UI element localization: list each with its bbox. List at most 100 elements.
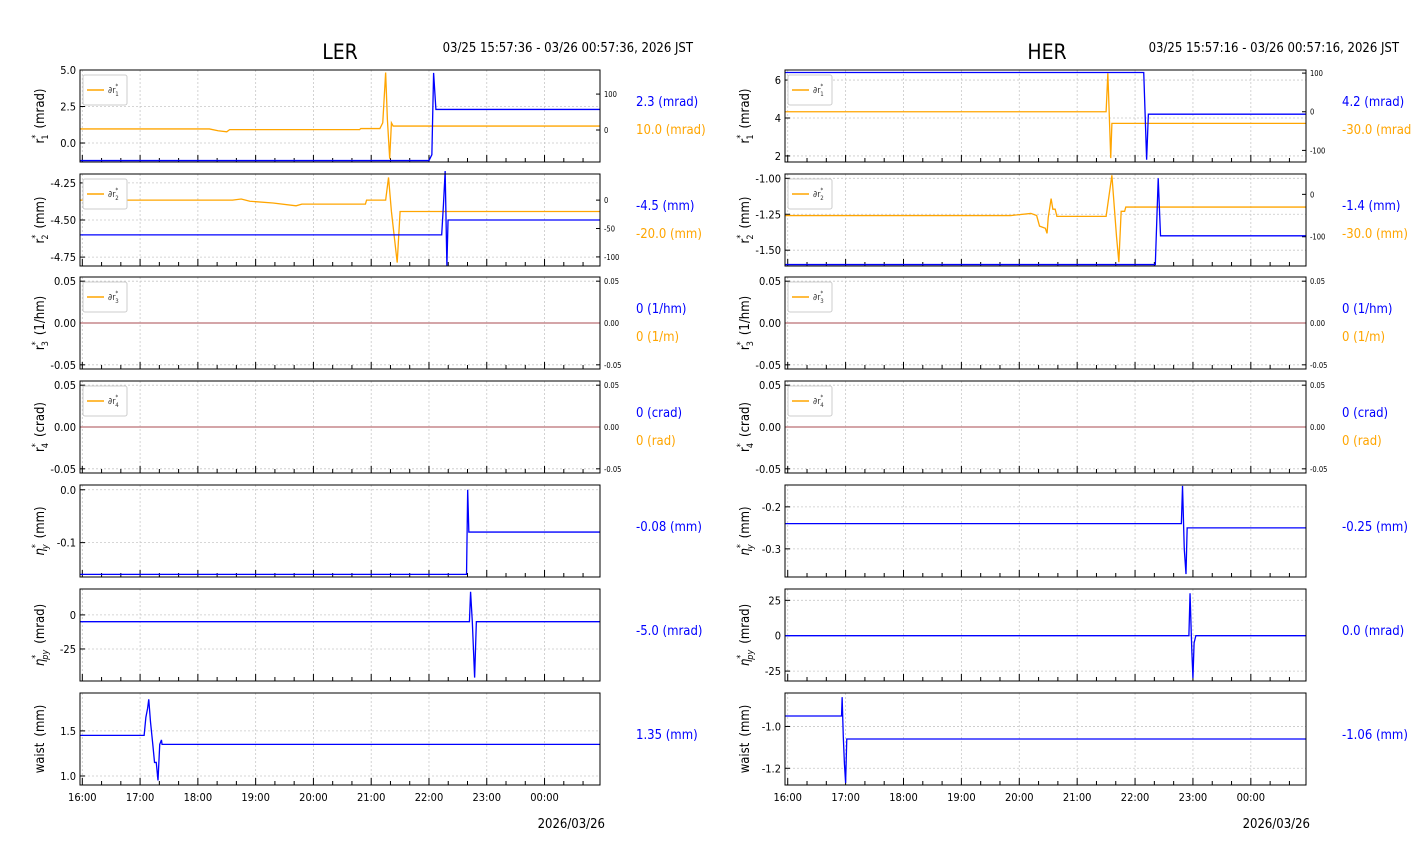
- right-y-tick-label: -0.05: [604, 465, 621, 474]
- current-value-blue: 0 (crad): [1342, 406, 1388, 421]
- ylabel-sup: *: [736, 235, 746, 239]
- ylabel-base: η: [33, 548, 48, 556]
- current-value-orange: -30.0 (mrad): [1342, 123, 1412, 138]
- current-value-orange: 0 (1/m): [636, 330, 679, 345]
- y-tick-label: -4.25: [50, 177, 76, 190]
- blue-series-line: [785, 485, 1306, 575]
- right-y-tick-label: -100: [1310, 233, 1325, 242]
- ylabel-unit: (mm): [33, 197, 48, 229]
- panel-2: 0.050.00-0.050.050.00-0.05∂r* 3r*3(1/hm) 0…: [736, 275, 1392, 372]
- y-tick-label: -25: [60, 643, 76, 656]
- blue-series-line: [785, 593, 1306, 679]
- x-tick-label: 20:00: [1005, 791, 1034, 804]
- right-y-tick-label: 0.05: [1310, 277, 1325, 286]
- ylabel-sub: 2: [41, 234, 51, 239]
- y-tick-label: 0.05: [54, 275, 76, 288]
- y-axis-label: r*4 (crad): [31, 402, 51, 452]
- current-value-blue: 0.0 (mrad): [1342, 624, 1404, 639]
- y-tick-label: 2: [775, 150, 781, 163]
- time-range-label: 03/25 15:57:36 - 03/26 00:57:36, 2026 JS…: [443, 41, 694, 56]
- plot-frame: [784, 69, 1307, 163]
- y-tick-label: 0: [775, 630, 781, 643]
- panel-4: 0.0 -0.1 η*y (mm) -0.08 (mm): [31, 484, 702, 578]
- current-value-blue: 1.35 (mm): [636, 728, 698, 743]
- current-value-blue: 0 (1/hm): [636, 302, 686, 317]
- legend-base: ∂r: [813, 190, 821, 200]
- ylabel-sub: 1: [41, 134, 51, 139]
- ylabel-sub: 2: [746, 234, 756, 239]
- y-tick-label: 0.05: [759, 275, 781, 288]
- legend-sup: *: [116, 394, 119, 401]
- y-axis-label: r*4 (crad): [736, 402, 756, 452]
- legend-box: [787, 178, 833, 210]
- legend-box: [82, 178, 128, 210]
- ylabel-base: r: [33, 138, 48, 143]
- time-range-label: 03/25 15:57:16 - 03/26 00:57:16, 2026 JS…: [1149, 41, 1400, 56]
- legend-label: ∂r* 4: [108, 394, 119, 409]
- blue-series-line: [785, 178, 1306, 266]
- legend-sup: *: [821, 83, 824, 90]
- current-value-blue: -1.06 (mm): [1342, 728, 1408, 743]
- right-y-tick-label: 0.00: [1310, 423, 1325, 432]
- right-y-tick-label: 0: [1310, 190, 1314, 199]
- right-y-tick-label: 0.05: [604, 277, 619, 286]
- legend: ∂r* 2: [82, 178, 128, 210]
- ylabel-sup: *: [31, 443, 41, 447]
- blue-series-line: [785, 697, 1306, 783]
- right-y-tick-label: -0.05: [1310, 465, 1327, 474]
- y-tick-label: 0.0: [60, 137, 76, 150]
- legend-base: ∂r: [108, 190, 116, 200]
- ylabel-sup: *: [31, 235, 41, 239]
- panel-3: 0.050.00-0.050.050.00-0.05∂r* 4r*4(crad) 0…: [736, 379, 1388, 476]
- ylabel-sup: *: [736, 443, 746, 447]
- legend-sub: 4: [820, 402, 824, 409]
- panel-2: 0.050.00-0.050.050.00-0.05∂r* 3r*3(1/hm) 0…: [31, 275, 686, 372]
- date-label: 2026/03/26: [538, 817, 605, 832]
- ylabel-unit: (mrad): [33, 89, 48, 129]
- current-value-blue: -0.08 (mm): [636, 520, 702, 535]
- legend-base: ∂r: [108, 397, 116, 407]
- legend-box: [82, 74, 128, 106]
- ylabel-sub: py: [41, 650, 51, 661]
- ylabel-unit: (mrad): [738, 89, 753, 129]
- right-y-tick-label: 0.05: [604, 381, 619, 390]
- x-tick-label: 22:00: [415, 791, 444, 804]
- current-value-blue: -0.25 (mm): [1342, 520, 1408, 535]
- current-value-blue: -4.5 (mm): [636, 199, 694, 214]
- ylabel-base: r: [33, 345, 48, 350]
- right-y-tick-label: 0.00: [604, 319, 619, 328]
- y-axis-label: waist (mm): [33, 705, 48, 774]
- y-axis-label: r*2 (mm): [736, 197, 756, 244]
- right-y-tick-label: 0.05: [1310, 381, 1325, 390]
- y-tick-label: -4.75: [50, 251, 76, 264]
- y-tick-label: -0.3: [762, 543, 781, 556]
- y-tick-label: 1.0: [60, 770, 76, 783]
- legend: ∂r* 1: [787, 74, 833, 106]
- x-tick-label: 17:00: [831, 791, 860, 804]
- legend: ∂r* 2: [787, 178, 833, 210]
- current-value-blue: 4.2 (mrad): [1342, 95, 1404, 110]
- current-value-orange: 0 (1/m): [1342, 330, 1385, 345]
- y-tick-label: -1.50: [755, 244, 781, 257]
- panel-3: 0.050.00-0.050.050.00-0.05∂r* 4r*4(crad) 0…: [31, 379, 682, 476]
- y-tick-label: 0: [70, 609, 76, 622]
- orange-series-line: [80, 72, 600, 159]
- legend-sub: 2: [115, 195, 118, 202]
- ylabel-base: r: [33, 447, 48, 452]
- ylabel-base: r: [738, 345, 753, 350]
- ylabel-unit: (mm): [738, 705, 753, 737]
- ylabel-sup: *: [31, 544, 41, 548]
- legend-sup: *: [821, 290, 824, 297]
- y-tick-label: -0.2: [762, 501, 781, 514]
- ylabel-sup: *: [736, 341, 746, 345]
- ylabel-base: r: [33, 238, 48, 243]
- plot-frame: [79, 484, 601, 578]
- legend-box: [82, 281, 128, 313]
- y-tick-label: 0.05: [759, 379, 781, 392]
- panel-5: 25 0 -25 η*py (mrad) 0.0 (mrad): [736, 588, 1404, 682]
- ylabel-unit: (1/hm): [33, 296, 48, 335]
- plot-frame: [79, 588, 601, 682]
- ylabel-sub: py: [746, 650, 756, 661]
- y-tick-label: -1.25: [755, 208, 781, 221]
